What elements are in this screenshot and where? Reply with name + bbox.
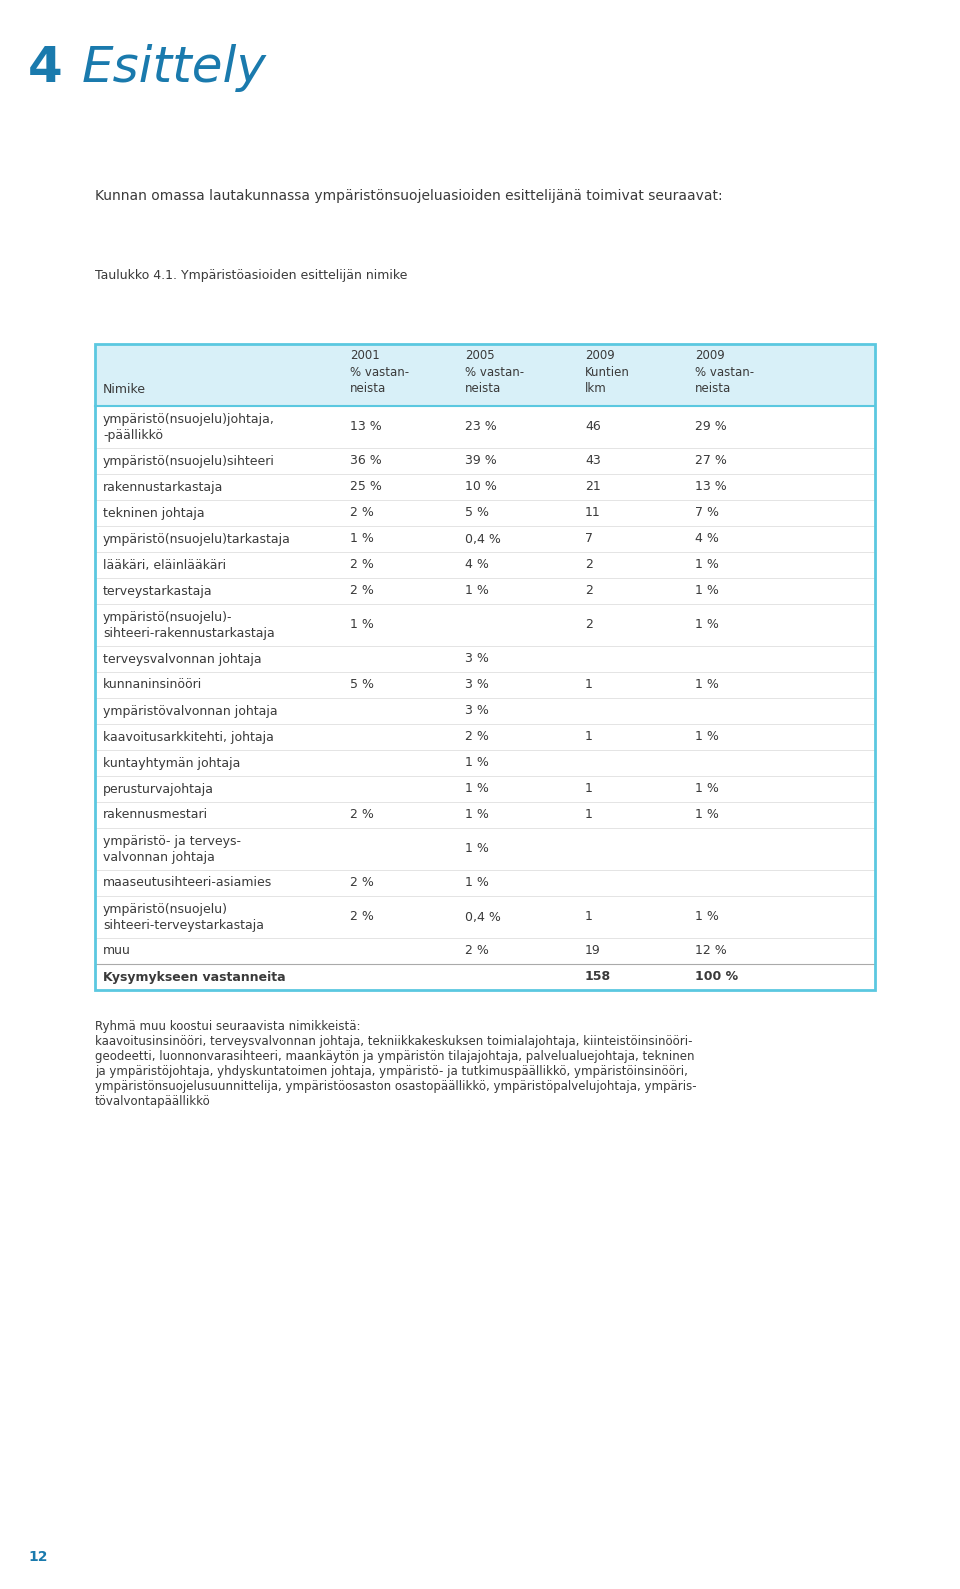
- Text: 36 %: 36 %: [350, 454, 382, 467]
- Text: 23 %: 23 %: [465, 421, 496, 434]
- Text: 1 %: 1 %: [465, 756, 489, 769]
- Text: 43: 43: [585, 454, 601, 467]
- Text: 1: 1: [585, 782, 593, 796]
- Text: 2: 2: [585, 558, 593, 572]
- Text: Esittely: Esittely: [82, 44, 267, 92]
- Text: 2001
% vastan-
neista: 2001 % vastan- neista: [350, 350, 409, 396]
- Text: 2: 2: [585, 618, 593, 631]
- Text: 1 %: 1 %: [695, 910, 719, 923]
- Text: 7 %: 7 %: [695, 507, 719, 520]
- Text: 2009
Kuntien
lkm: 2009 Kuntien lkm: [585, 350, 630, 396]
- Text: 2009
% vastan-
neista: 2009 % vastan- neista: [695, 350, 755, 396]
- Text: Taulukko 4.1. Ympäristöasioiden esittelijän nimike: Taulukko 4.1. Ympäristöasioiden esitteli…: [95, 269, 407, 281]
- Text: ympäristönsuojelusuunnittelija, ympäristöosaston osastopäällikkö, ympäristöpalve: ympäristönsuojelusuunnittelija, ympärist…: [95, 1081, 697, 1093]
- Text: 100 %: 100 %: [695, 971, 738, 984]
- Text: terveystarkastaja: terveystarkastaja: [103, 585, 212, 597]
- Text: 29 %: 29 %: [695, 421, 727, 434]
- Text: 11: 11: [585, 507, 601, 520]
- Text: perusturvajohtaja: perusturvajohtaja: [103, 782, 214, 796]
- Text: 1 %: 1 %: [465, 877, 489, 890]
- Text: 4 %: 4 %: [465, 558, 489, 572]
- Text: ympäristövalvonnan johtaja: ympäristövalvonnan johtaja: [103, 704, 277, 718]
- Text: 3 %: 3 %: [465, 704, 489, 718]
- Text: 2 %: 2 %: [350, 910, 373, 923]
- Text: rakennusmestari: rakennusmestari: [103, 809, 208, 822]
- Text: lääkäri, eläinlääkäri: lääkäri, eläinlääkäri: [103, 558, 227, 572]
- Text: 1 %: 1 %: [695, 618, 719, 631]
- Text: 1: 1: [585, 910, 593, 923]
- Text: 158: 158: [585, 971, 612, 984]
- Text: Ryhmä muu koostui seuraavista nimikkeistä:: Ryhmä muu koostui seuraavista nimikkeist…: [95, 1020, 361, 1033]
- Text: 1 %: 1 %: [695, 558, 719, 572]
- Text: 2 %: 2 %: [350, 585, 373, 597]
- Text: 13 %: 13 %: [350, 421, 382, 434]
- Text: 13 %: 13 %: [695, 480, 727, 494]
- Text: kaavoitusinsinööri, terveysvalvonnan johtaja, tekniikkakeskuksen toimialajohtaja: kaavoitusinsinööri, terveysvalvonnan joh…: [95, 1034, 692, 1049]
- Text: 46: 46: [585, 421, 601, 434]
- Text: 1 %: 1 %: [465, 585, 489, 597]
- Text: 39 %: 39 %: [465, 454, 496, 467]
- Text: 19: 19: [585, 944, 601, 958]
- Text: 21: 21: [585, 480, 601, 494]
- Text: ympäristö(nsuojelu)tarkastaja: ympäristö(nsuojelu)tarkastaja: [103, 532, 291, 545]
- Bar: [95, 343, 875, 990]
- Text: Nimike: Nimike: [103, 383, 146, 396]
- Text: 1 %: 1 %: [350, 532, 373, 545]
- Text: 1: 1: [585, 731, 593, 744]
- Text: 3 %: 3 %: [465, 679, 489, 691]
- Text: ympäristö(nsuojelu)-
sihteeri-rakennustarkastaja: ympäristö(nsuojelu)- sihteeri-rakennusta…: [103, 610, 275, 639]
- Text: 1 %: 1 %: [465, 782, 489, 796]
- Text: 0,4 %: 0,4 %: [465, 532, 501, 545]
- Text: kuntayhtymän johtaja: kuntayhtymän johtaja: [103, 756, 240, 769]
- Text: tekninen johtaja: tekninen johtaja: [103, 507, 204, 520]
- Text: ympäristö- ja terveys-
valvonnan johtaja: ympäristö- ja terveys- valvonnan johtaja: [103, 834, 241, 863]
- Text: 2005
% vastan-
neista: 2005 % vastan- neista: [465, 350, 524, 396]
- Text: 4: 4: [28, 44, 62, 92]
- Text: ympäristö(nsuojelu)sihteeri: ympäristö(nsuojelu)sihteeri: [103, 454, 275, 467]
- Text: 4 %: 4 %: [695, 532, 719, 545]
- Text: geodeetti, luonnonvarasihteeri, maankäytön ja ympäristön tilajajohtaja, palvelua: geodeetti, luonnonvarasihteeri, maankäyt…: [95, 1050, 694, 1063]
- Text: Kunnan omassa lautakunnassa ympäristönsuojeluasioiden esittelijänä toimivat seur: Kunnan omassa lautakunnassa ympäristönsu…: [95, 189, 723, 203]
- Text: 0,4 %: 0,4 %: [465, 910, 501, 923]
- Text: ja ympäristöjohtaja, yhdyskuntatoimen johtaja, ympäristö- ja tutkimuspäällikkö, : ja ympäristöjohtaja, yhdyskuntatoimen jo…: [95, 1065, 688, 1077]
- Text: 10 %: 10 %: [465, 480, 497, 494]
- Text: 25 %: 25 %: [350, 480, 382, 494]
- Text: 1: 1: [585, 809, 593, 822]
- Text: 5 %: 5 %: [465, 507, 489, 520]
- Text: ympäristö(nsuojelu)
sihteeri-terveystarkastaja: ympäristö(nsuojelu) sihteeri-terveystark…: [103, 903, 264, 931]
- Bar: [95, 343, 875, 407]
- Text: 12 %: 12 %: [695, 944, 727, 958]
- Text: rakennustarkastaja: rakennustarkastaja: [103, 480, 224, 494]
- Text: 1 %: 1 %: [695, 782, 719, 796]
- Text: 2 %: 2 %: [350, 507, 373, 520]
- Text: tövalvontapäällikkö: tövalvontapäällikkö: [95, 1095, 211, 1108]
- Text: 1 %: 1 %: [465, 842, 489, 855]
- Text: Kysymykseen vastanneita: Kysymykseen vastanneita: [103, 971, 286, 984]
- Text: 1 %: 1 %: [465, 809, 489, 822]
- Text: 1 %: 1 %: [695, 679, 719, 691]
- Text: 1 %: 1 %: [695, 585, 719, 597]
- Text: 5 %: 5 %: [350, 679, 374, 691]
- Text: 2 %: 2 %: [350, 877, 373, 890]
- Text: 7: 7: [585, 532, 593, 545]
- Text: 2 %: 2 %: [350, 809, 373, 822]
- Text: 1 %: 1 %: [350, 618, 373, 631]
- Text: kaavoitusarkkitehti, johtaja: kaavoitusarkkitehti, johtaja: [103, 731, 274, 744]
- Text: 2 %: 2 %: [465, 731, 489, 744]
- Text: terveysvalvonnan johtaja: terveysvalvonnan johtaja: [103, 653, 262, 666]
- Text: 2 %: 2 %: [350, 558, 373, 572]
- Text: kunnaninsinööri: kunnaninsinööri: [103, 679, 203, 691]
- Text: ympäristö(nsuojelu)johtaja,
-päällikkö: ympäristö(nsuojelu)johtaja, -päällikkö: [103, 413, 275, 442]
- Text: 12: 12: [28, 1549, 47, 1564]
- Text: 2 %: 2 %: [465, 944, 489, 958]
- Text: 3 %: 3 %: [465, 653, 489, 666]
- Text: 2: 2: [585, 585, 593, 597]
- Text: maaseutusihteeri-asiamies: maaseutusihteeri-asiamies: [103, 877, 273, 890]
- Text: 1 %: 1 %: [695, 731, 719, 744]
- Text: 1: 1: [585, 679, 593, 691]
- Text: 27 %: 27 %: [695, 454, 727, 467]
- Text: muu: muu: [103, 944, 131, 958]
- Text: 1 %: 1 %: [695, 809, 719, 822]
